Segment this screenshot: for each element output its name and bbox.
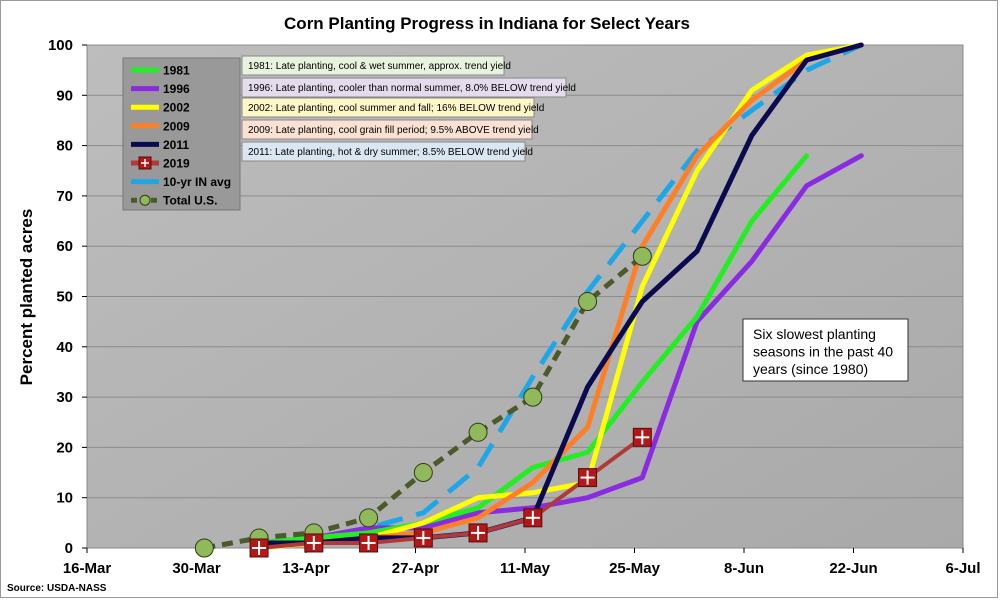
data-point-total-us [578,292,598,312]
x-tick-label: 16-Mar [63,560,112,577]
legend-label-10-yr-in-avg: 10-yr IN avg [163,175,231,189]
data-point-total-us [194,538,214,558]
y-tick-label: 100 [48,37,73,54]
y-axis-label: Percent planted acres [17,209,36,386]
chart-title: Corn Planting Progress in Indiana for Se… [284,14,690,33]
data-point-total-us [359,508,379,528]
y-tick-label: 90 [56,87,73,104]
series-line-1996 [256,153,864,546]
series-line-1981 [256,153,810,546]
legend-marker-total-us [139,194,151,206]
data-point-2019 [523,508,543,528]
y-tick-label: 70 [56,188,73,205]
series-note-text: 2002: Late planting, cool summer and fal… [248,103,544,114]
y-tick-label: 50 [56,289,73,306]
data-point-total-us [468,422,488,442]
data-point-2019 [359,533,379,553]
series-note: 1981: Late planting, cool & wet summer, … [241,55,511,76]
y-tick-label: 40 [56,339,73,356]
x-tick-label: 30-Mar [172,560,221,577]
legend: 1981 1996 2002 2009 2011 2019 10-yr IN avg Tota… [122,57,241,211]
annotation-line: years (since 1980) [753,361,868,377]
x-tick-label: 6-Jul [945,560,980,577]
series-note-box [241,77,567,98]
legend-label-2011: 2011 [163,138,189,152]
legend-label-2009: 2009 [163,119,190,133]
series-note: 2011: Late planting, hot & dry summer; 8… [241,141,533,162]
series-note-text: 1996: Late planting, cooler than normal … [248,83,576,94]
x-tick-label: 27-Apr [392,560,440,577]
series-note-text: 1981: Late planting, cool & wet summer, … [248,61,511,72]
y-tick-label: 60 [56,238,73,255]
annotation-line: Six slowest planting [753,326,876,342]
x-tick-label: 11-May [500,560,551,577]
series-note-text: 2011: Late planting, hot & dry summer; 8… [248,147,533,158]
source-label: Source: USDA-NASS [7,583,107,594]
x-tick-label: 8-Jun [724,560,764,577]
x-tick-label: 13-Apr [282,560,330,577]
series-lines [194,42,864,558]
annotation-box: Six slowest planting seasons in the past … [742,318,909,382]
legend-label-total-u-s: Total U.S. [163,194,217,208]
y-tick-label: 10 [56,490,73,507]
legend-label-1996: 1996 [163,82,190,96]
y-tick-label: 30 [56,389,73,406]
legend-label-2019: 2019 [163,157,190,171]
series-note: 2009: Late planting, cool grain fill per… [241,119,539,140]
y-tick-label: 80 [56,138,73,155]
y-axis-ticks: 0 10 20 30 40 50 60 70 80 90 100 [48,37,87,557]
data-point-2019 [249,538,269,558]
x-tick-label: 25-May [609,560,661,577]
data-point-2019 [578,468,598,488]
series-note-box [241,55,505,76]
series-note-box [241,119,533,140]
series-note-box [241,97,535,118]
data-point-2019 [468,523,488,543]
series-notes: 1981: Late planting, cool & wet summer, … [241,55,576,162]
y-tick-label: 20 [56,439,73,456]
legend-label-1981: 1981 [163,64,190,78]
annotation-line: seasons in the past 40 [753,344,893,360]
series-note-box [241,141,526,162]
data-point-total-us [632,246,652,266]
data-point-2019 [413,528,433,548]
y-tick-label: 0 [65,540,73,557]
series-note: 2002: Late planting, cool summer and fal… [241,97,544,118]
legend-label-2002: 2002 [163,101,190,115]
annotation-rect [742,318,909,382]
series-note-text: 2009: Late planting, cool grain fill per… [248,125,539,136]
x-tick-label: 22-Jun [829,560,877,577]
legend-box [122,57,241,211]
x-axis-ticks: 16-Mar 30-Mar 13-Apr 27-Apr 11-May 25-May 8-Ju… [63,548,981,577]
data-point-2019 [632,427,652,447]
data-point-total-us [523,387,543,407]
data-point-2019 [304,533,324,553]
data-point-total-us [413,463,433,483]
series-note: 1996: Late planting, cooler than normal … [241,77,576,98]
